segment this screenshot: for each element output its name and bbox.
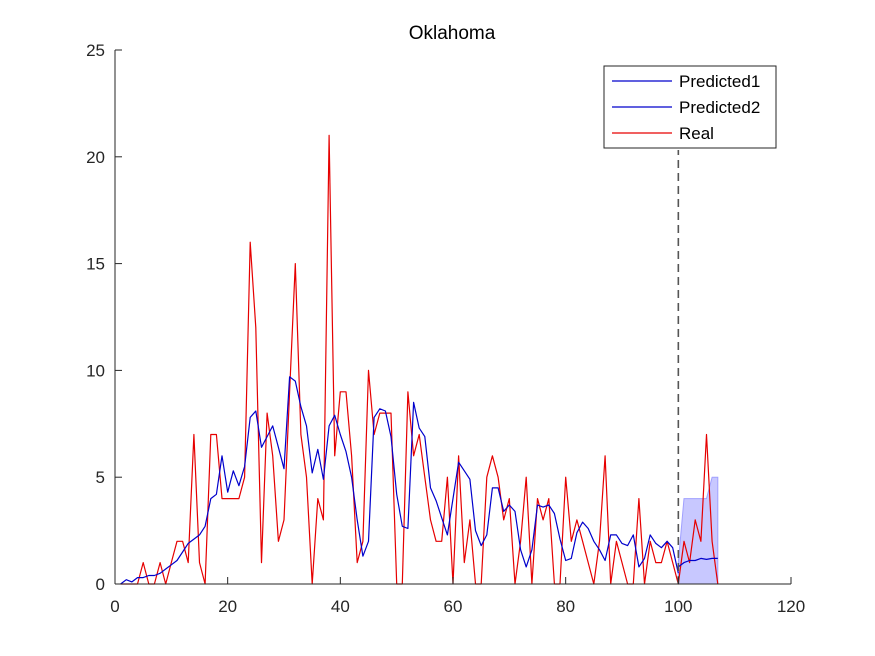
x-tick-label: 0 [110, 597, 119, 616]
y-tick-label: 0 [96, 575, 105, 594]
x-tick-label: 60 [444, 597, 463, 616]
chart-title: Oklahoma [409, 23, 496, 44]
legend-label: Real [679, 124, 714, 143]
axes: 0 20 40 60 80 100 120 0 5 10 15 20 25 [86, 41, 805, 616]
series-line-predicted1 [120, 376, 679, 585]
x-tick-label: 100 [664, 597, 692, 616]
legend-label: Predicted2 [679, 98, 760, 117]
y-tick-label: 15 [86, 255, 105, 274]
series-lines [120, 134, 719, 585]
series-line-real [120, 134, 719, 585]
legend: Predicted1 Predicted2 Real [603, 65, 777, 149]
series-line-predicted2 [677, 557, 718, 568]
x-tick-label: 40 [331, 597, 350, 616]
y-tick-label: 20 [86, 148, 105, 167]
x-tick-label: 20 [218, 597, 237, 616]
x-tick-label: 120 [777, 597, 805, 616]
y-tick-label: 10 [86, 361, 105, 380]
x-tick-label: 80 [556, 597, 575, 616]
legend-label: Predicted1 [679, 72, 760, 91]
y-tick-label: 25 [86, 41, 105, 60]
y-tick-label: 5 [96, 468, 105, 487]
